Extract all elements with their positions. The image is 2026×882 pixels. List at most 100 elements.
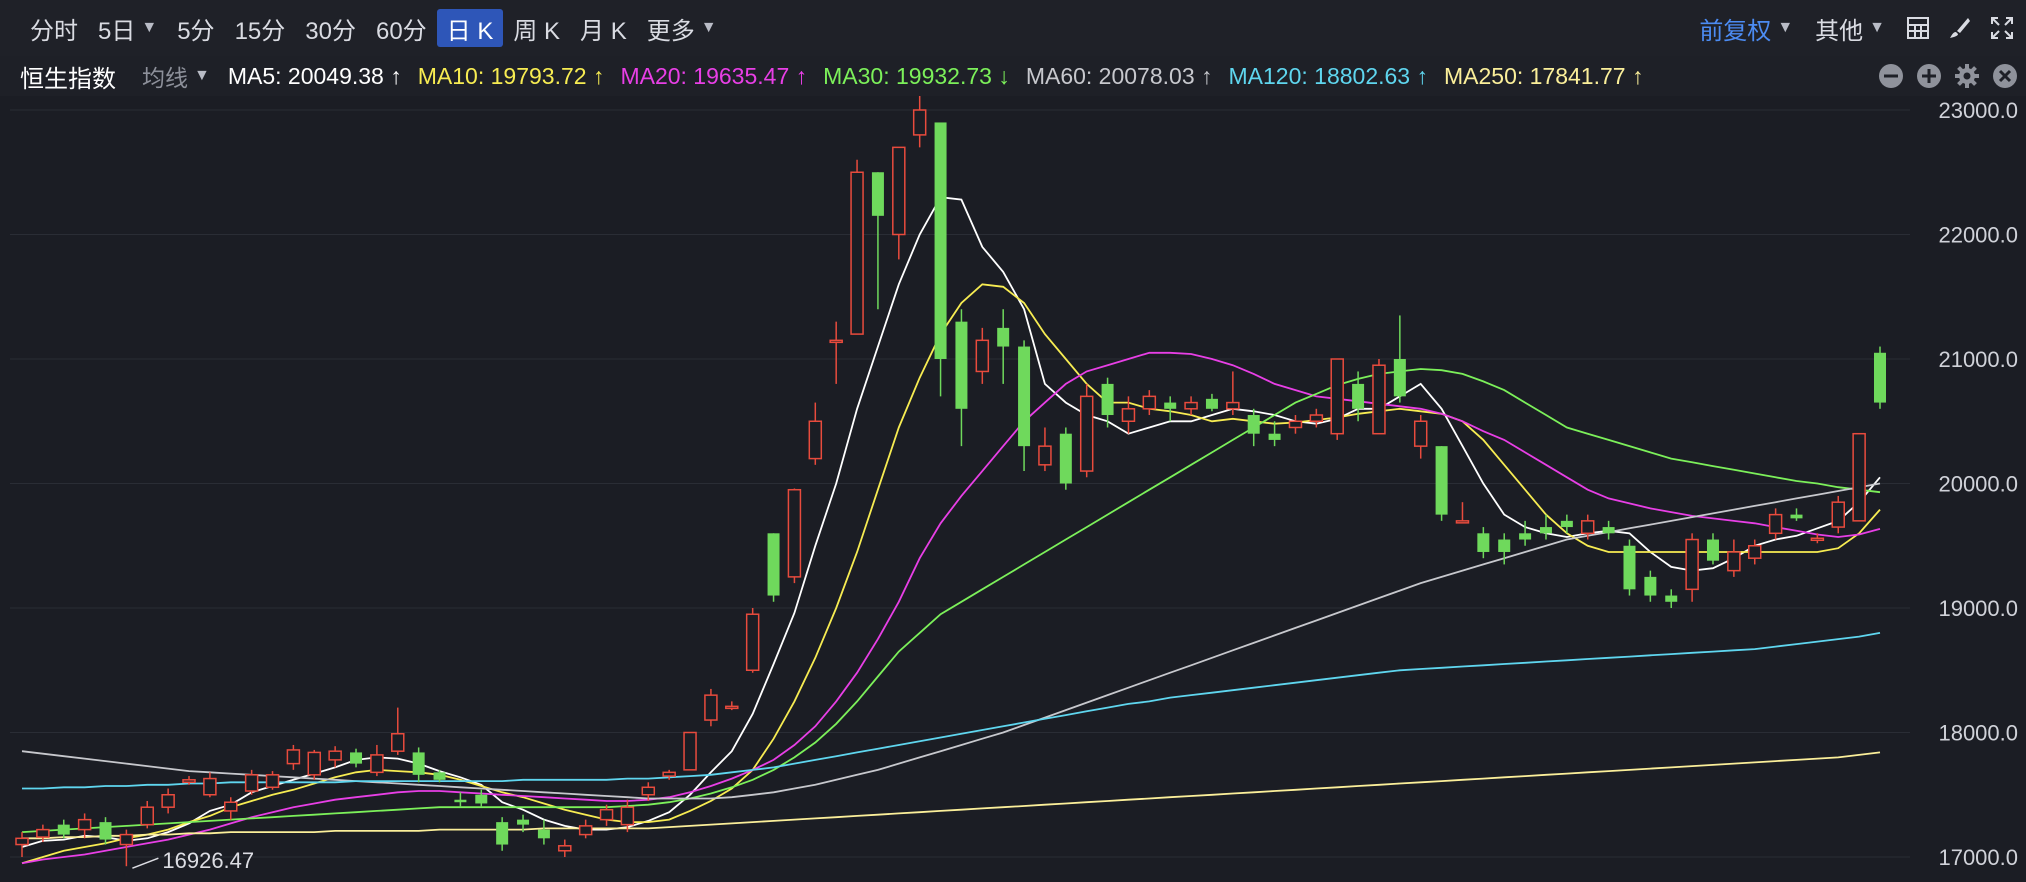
ma-toggle-dropdown[interactable]: 均线 ▼ — [142, 59, 210, 93]
candle — [683, 731, 697, 771]
candle-body — [1706, 539, 1719, 561]
layout-grid-icon[interactable] — [1904, 14, 1932, 42]
candle-body — [1539, 527, 1552, 534]
zoom-in-icon[interactable] — [1916, 63, 1942, 89]
candle-body — [77, 818, 92, 831]
tab-timeframe-5[interactable]: 60分 — [366, 9, 437, 47]
candle-body — [412, 752, 425, 775]
candle — [704, 688, 718, 727]
candle-body — [1852, 432, 1866, 522]
candle-body — [683, 731, 697, 771]
tab-timeframe-1[interactable]: 5日 ▼ — [88, 9, 167, 47]
candle — [244, 769, 259, 795]
ma-line-ma60 — [21, 482, 1881, 800]
ma-legend-entry: MA5: 20049.38 ↑ — [227, 62, 402, 89]
candle — [1352, 371, 1365, 422]
candle — [1309, 408, 1324, 428]
candle — [77, 813, 92, 839]
candle-body — [787, 488, 802, 578]
candle — [767, 533, 780, 602]
y-tick-label: 21000.0 — [1938, 347, 2018, 372]
candle-body — [307, 751, 322, 776]
candle — [1226, 371, 1240, 416]
other-dropdown[interactable]: 其他 ▼ — [1803, 11, 1897, 46]
candle — [1059, 427, 1072, 490]
candle — [433, 769, 446, 783]
y-tick-label: 23000.0 — [1938, 98, 2018, 123]
tab-timeframe-8[interactable]: 月 K — [570, 9, 637, 47]
zoom-out-icon[interactable] — [1878, 63, 1904, 89]
tab-timeframe-6[interactable]: 日 K — [436, 9, 504, 47]
candle-body — [808, 420, 823, 460]
tab-timeframe-3[interactable]: 15分 — [225, 9, 296, 47]
candle-body — [140, 806, 155, 826]
ma-toggle-label: 均线 — [142, 65, 188, 91]
candle-body — [1205, 398, 1218, 409]
candle — [641, 782, 656, 801]
candle — [1247, 408, 1260, 447]
candle — [1038, 427, 1052, 472]
candle — [1852, 432, 1866, 522]
tab-timeframe-4[interactable]: 30分 — [295, 9, 366, 47]
y-tick-label: 18000.0 — [1938, 721, 2018, 746]
y-axis-labels: 17000.0 18000.0 19000.0 20000.0 21000.0 22000… — [1938, 98, 2018, 870]
close-icon[interactable] — [1992, 63, 2018, 89]
candlestick-chart[interactable]: 17000.0 18000.0 19000.0 20000.0 21000.0 22000… — [0, 96, 2026, 882]
candle — [265, 771, 280, 790]
candle-body — [537, 829, 550, 839]
ma-line-ma120 — [22, 632, 1881, 790]
ma-line-ma250 — [22, 751, 1881, 840]
ma-line-ma10 — [21, 283, 1881, 865]
candle-body — [850, 171, 864, 335]
candle — [1413, 415, 1428, 459]
candle — [558, 839, 572, 857]
candle-body — [224, 801, 238, 812]
ma-legend-entry: MA30: 19932.73 ↓ — [823, 62, 1010, 89]
candle-body — [1685, 538, 1699, 591]
candle — [1790, 508, 1803, 521]
tab-timeframe-7[interactable]: 周 K — [503, 9, 570, 47]
candle — [871, 172, 884, 310]
ma-legend-entry: MA20: 19635.47 ↑ — [620, 62, 808, 89]
candle-body — [370, 754, 384, 774]
candle — [620, 799, 635, 833]
candle-body — [578, 825, 593, 836]
tab-label: 15分 — [234, 17, 286, 45]
candle-body — [265, 774, 280, 789]
candle — [350, 748, 363, 768]
ma-line-ma30 — [21, 368, 1881, 833]
draw-brush-icon[interactable] — [1946, 14, 1974, 42]
y-tick-label: 22000.0 — [1938, 223, 2018, 248]
candle-body — [1623, 545, 1636, 590]
candle-body — [975, 339, 990, 373]
candle — [599, 804, 614, 826]
candle-body — [1288, 420, 1303, 429]
fullscreen-icon[interactable] — [1988, 14, 2016, 42]
candle-body — [1142, 395, 1157, 410]
candle — [1727, 539, 1741, 577]
candle-body — [161, 794, 175, 808]
candle-body — [1247, 415, 1260, 434]
tab-label: 周 K — [513, 17, 561, 45]
candle — [1560, 514, 1573, 534]
tab-label: 日 K — [446, 17, 494, 45]
tab-timeframe-2[interactable]: 5分 — [167, 9, 224, 47]
ma-lines — [21, 196, 1881, 865]
candle — [15, 832, 29, 857]
candle-body — [286, 749, 301, 765]
candle — [1101, 377, 1114, 428]
candle-body — [829, 339, 843, 344]
settings-gear-icon[interactable] — [1954, 63, 1980, 89]
tab-timeframe-0[interactable]: 分时 — [20, 9, 88, 47]
chevron-down-icon: ▼ — [194, 67, 210, 84]
ma-legend-entry: MA10: 19793.72 ↑ — [417, 62, 605, 89]
candle — [537, 819, 550, 845]
candle — [1142, 390, 1157, 416]
high-value-label: 23241.74 — [954, 96, 1046, 101]
tab-timeframe-9[interactable]: 更多 ▼ — [637, 9, 727, 47]
chevron-down-icon: ▼ — [1869, 19, 1885, 36]
tab-label: 5日 — [98, 17, 136, 45]
candle-body — [767, 533, 780, 596]
adjust-dropdown[interactable]: 前复权 ▼ — [1689, 11, 1803, 46]
candle — [182, 776, 196, 785]
